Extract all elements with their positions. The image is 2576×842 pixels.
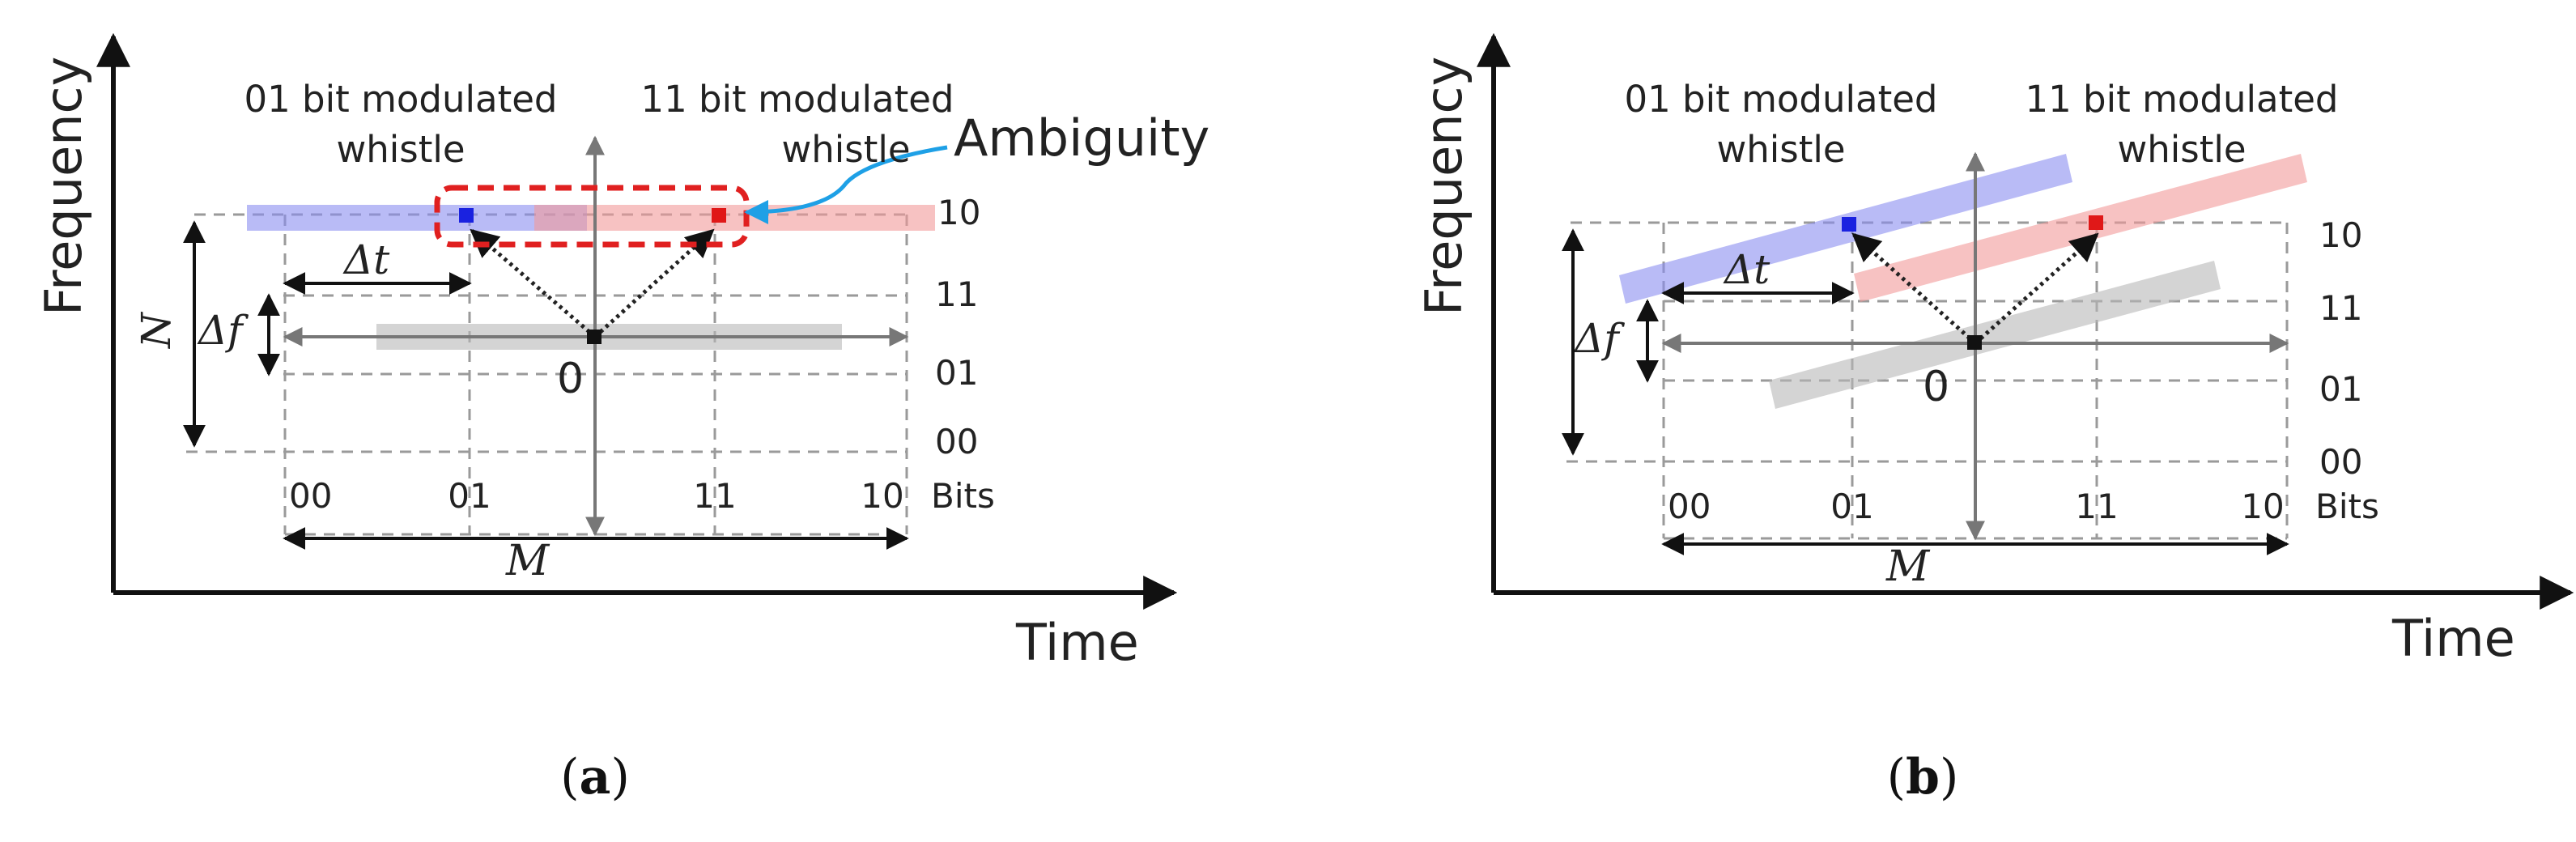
row-label-01: 01 xyxy=(935,353,978,393)
ambiguity-label: Ambiguity xyxy=(954,108,1209,168)
col-label-11: 11 xyxy=(2075,487,2118,526)
row-label-11: 11 xyxy=(935,274,978,314)
row-label-11: 11 xyxy=(2319,288,2362,328)
origin-marker xyxy=(1967,335,1982,350)
origin-label: 0 xyxy=(1923,363,1949,411)
y-axis-label: Frequency xyxy=(1414,57,1473,316)
left-whistle-label-line2: whistle xyxy=(1716,128,1845,171)
panel-b: Frequency Time 01 bit modula xyxy=(1414,32,2574,806)
col-label-10: 10 xyxy=(2241,487,2284,526)
left-whistle-label-line2: whistle xyxy=(336,128,465,171)
dotted-arrow-right xyxy=(593,228,715,338)
dotted-arrow-right xyxy=(1974,232,2099,345)
delta-f-label: Δf xyxy=(1573,315,1625,362)
caption-b: (b) xyxy=(1887,749,1959,806)
row-label-00: 00 xyxy=(935,422,978,461)
left-whistle-label-line1: 01 bit modulated xyxy=(244,78,557,121)
panel-a: Frequency Time Amb xyxy=(34,32,1209,806)
right-whistle-label-line2: whistle xyxy=(2117,128,2246,171)
row-label-01: 01 xyxy=(2319,369,2362,409)
row-label-10: 10 xyxy=(2319,215,2362,255)
gray-whistle-band xyxy=(1769,261,2221,409)
bits-label: Bits xyxy=(2315,487,2379,526)
x-axis-label: Time xyxy=(2391,609,2515,668)
row-label-10: 10 xyxy=(937,193,980,232)
red-whistle-band xyxy=(534,205,935,231)
right-whistle-label-line1: 11 bit modulated xyxy=(640,78,954,121)
col-label-01: 01 xyxy=(448,476,491,516)
delta-t-label: Δt xyxy=(1723,246,1770,293)
col-label-00: 00 xyxy=(289,476,332,516)
col-label-01: 01 xyxy=(1830,487,1873,526)
col-label-00: 00 xyxy=(1668,487,1711,526)
ambiguity-arrow xyxy=(744,145,948,224)
col-label-10: 10 xyxy=(861,476,903,516)
caption-a: (a) xyxy=(560,749,630,806)
y-axis-label: Frequency xyxy=(34,57,93,316)
blue-marker xyxy=(1842,217,1856,232)
x-axis-label: Time xyxy=(1015,613,1139,672)
right-whistle-label-line1: 11 bit modulated xyxy=(2025,78,2338,121)
origin-marker xyxy=(587,330,601,344)
dotted-arrow-left xyxy=(470,228,597,338)
row-label-00: 00 xyxy=(2319,442,2362,482)
blue-marker xyxy=(459,208,474,223)
delta-t-label: Δt xyxy=(342,236,390,283)
left-whistle-label-line1: 01 bit modulated xyxy=(1624,78,1937,121)
m-label: M xyxy=(505,537,550,585)
origin-label: 0 xyxy=(557,355,584,403)
right-whistle-label-line2: whistle xyxy=(781,128,910,171)
col-label-11: 11 xyxy=(693,476,736,516)
blue-whistle-band xyxy=(247,205,587,231)
red-marker xyxy=(2089,215,2103,230)
n-label: N xyxy=(133,311,180,349)
delta-f-label: Δf xyxy=(197,307,249,354)
bits-label: Bits xyxy=(931,476,995,516)
red-whistle-band xyxy=(1854,154,2307,302)
m-label: M xyxy=(1885,542,1931,591)
red-marker xyxy=(712,208,726,223)
dotted-arrow-left xyxy=(1851,232,1977,345)
